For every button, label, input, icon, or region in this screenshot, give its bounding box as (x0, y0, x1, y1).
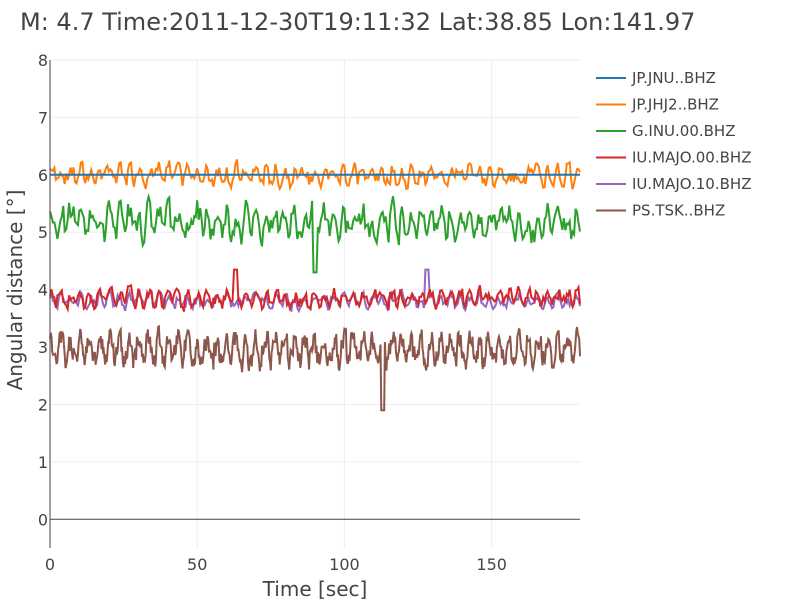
legend-label: JP.JHJ2..BHZ (631, 96, 719, 114)
x-tick-label: 0 (45, 555, 55, 574)
x-tick-label: 50 (187, 555, 207, 574)
y-tick-label: 2 (38, 395, 48, 414)
legend-label: G.INU.00.BHZ (632, 122, 735, 140)
legend-item[interactable]: JP.JHJ2..BHZ (596, 96, 719, 114)
x-tick-label: 100 (329, 555, 360, 574)
x-axis-title: Time [sec] (262, 577, 368, 600)
y-tick-label: 1 (38, 453, 48, 472)
series-line-ps-tsk-bhz (49, 324, 581, 412)
legend-item[interactable]: JP.JNU..BHZ (596, 69, 716, 87)
legend-label: IU.MAJO.00.BHZ (632, 149, 751, 167)
series-line-iu-majo-00-bhz (49, 268, 581, 314)
y-tick-label: 8 (38, 51, 48, 70)
chart-title: M: 4.7 Time:2011-12-30T19:11:32 Lat:38.8… (20, 8, 695, 36)
y-axis-title: Angular distance [°] (3, 190, 27, 391)
axes (49, 60, 580, 548)
y-tick-label: 3 (38, 338, 48, 357)
legend: JP.JNU..BHZ JP.JHJ2..BHZ G.INU.00.BHZ IU.MA… (596, 69, 751, 220)
y-tick-label: 0 (38, 510, 48, 529)
legend-item[interactable]: PS.TSK..BHZ (596, 202, 725, 220)
x-ticks: 0 50 100 150 (45, 555, 507, 574)
y-tick-label: 7 (38, 108, 48, 127)
y-tick-label: 5 (38, 223, 48, 242)
x-tick-label: 150 (476, 555, 507, 574)
series-line-g-inu-00-bhz (49, 192, 581, 274)
y-ticks: 0 1 2 3 4 5 6 7 8 (38, 51, 48, 529)
y-tick-label: 4 (38, 281, 48, 300)
legend-item[interactable]: G.INU.00.BHZ (596, 122, 735, 140)
legend-label: JP.JNU..BHZ (631, 69, 716, 87)
legend-item[interactable]: IU.MAJO.00.BHZ (596, 149, 751, 167)
legend-label: PS.TSK..BHZ (632, 202, 725, 220)
legend-item[interactable]: IU.MAJO.10.BHZ (596, 175, 751, 193)
legend-label: IU.MAJO.10.BHZ (632, 175, 751, 193)
series-group (49, 159, 581, 412)
y-tick-label: 6 (38, 166, 48, 185)
